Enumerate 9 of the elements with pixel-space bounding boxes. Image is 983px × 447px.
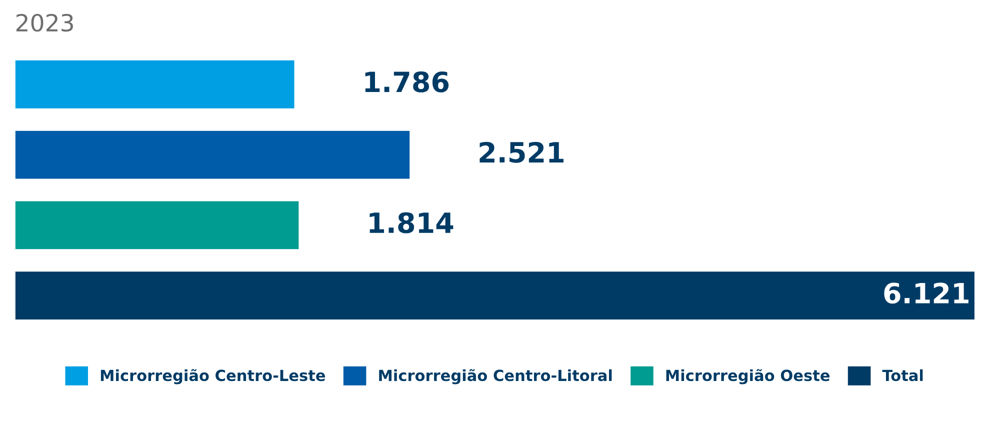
- legend-label: Microrregião Centro-Leste: [100, 369, 326, 384]
- legend-label: Microrregião Oeste: [666, 369, 830, 384]
- data-label: 2.521: [480, 142, 564, 163]
- data-label: 1.786: [365, 71, 449, 92]
- data-label: 6.121: [884, 282, 968, 304]
- data-label: 1.814: [370, 212, 454, 234]
- legend-label: Microrregião Centro-Litoral: [379, 369, 612, 384]
- legend-label: Total: [882, 369, 923, 382]
- chart-title: 2023: [16, 14, 73, 32]
